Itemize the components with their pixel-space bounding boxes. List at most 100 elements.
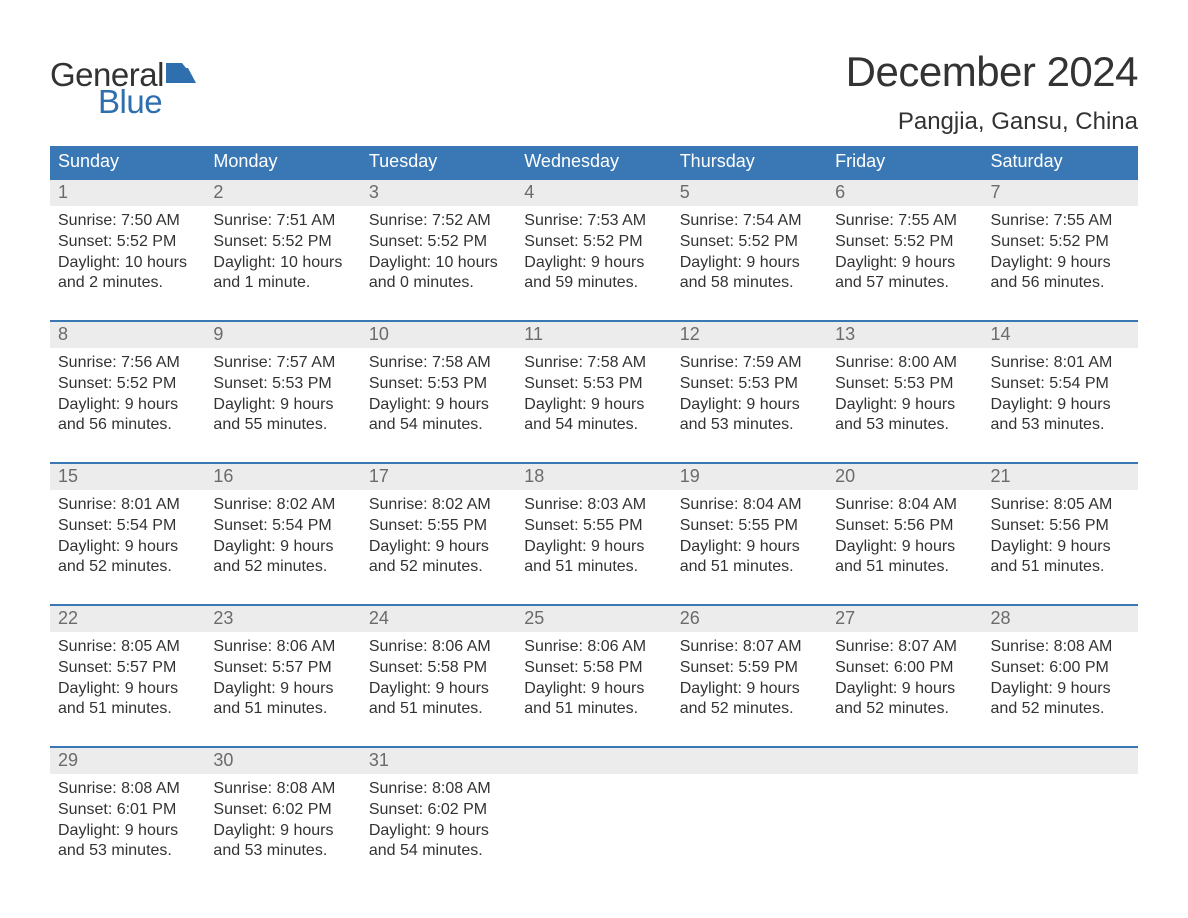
page-title: December 2024	[846, 48, 1138, 96]
sunset-text: Sunset: 5:53 PM	[524, 374, 663, 395]
calendar-cell: 27Sunrise: 8:07 AMSunset: 6:00 PMDayligh…	[827, 606, 982, 726]
day-number: 9	[205, 322, 360, 348]
flag-icon	[166, 63, 196, 87]
daylight-line1: Daylight: 9 hours	[680, 253, 819, 274]
brand-word2: Blue	[98, 85, 196, 118]
calendar-cell: 5Sunrise: 7:54 AMSunset: 5:52 PMDaylight…	[672, 180, 827, 300]
title-block: December 2024 Pangjia, Gansu, China	[846, 30, 1138, 136]
sunset-text: Sunset: 6:00 PM	[835, 658, 974, 679]
sunrise-text: Sunrise: 8:07 AM	[680, 637, 819, 658]
day-details: Sunrise: 7:58 AMSunset: 5:53 PMDaylight:…	[361, 348, 516, 440]
daylight-line2: and 52 minutes.	[991, 699, 1130, 720]
sunrise-text: Sunrise: 7:52 AM	[369, 211, 508, 232]
day-number: 30	[205, 748, 360, 774]
sunrise-text: Sunrise: 8:04 AM	[835, 495, 974, 516]
day-number: 13	[827, 322, 982, 348]
daylight-line1: Daylight: 9 hours	[58, 395, 197, 416]
sunset-text: Sunset: 5:52 PM	[58, 374, 197, 395]
dayhead-monday: Monday	[205, 146, 360, 178]
daylight-line2: and 53 minutes.	[213, 841, 352, 862]
calendar-week: 15Sunrise: 8:01 AMSunset: 5:54 PMDayligh…	[50, 462, 1138, 584]
daylight-line2: and 55 minutes.	[213, 415, 352, 436]
sunrise-text: Sunrise: 8:04 AM	[680, 495, 819, 516]
sunset-text: Sunset: 5:52 PM	[58, 232, 197, 253]
day-details: Sunrise: 8:02 AMSunset: 5:55 PMDaylight:…	[361, 490, 516, 582]
day-number: 15	[50, 464, 205, 490]
day-number: 27	[827, 606, 982, 632]
calendar-cell: 21Sunrise: 8:05 AMSunset: 5:56 PMDayligh…	[983, 464, 1138, 584]
daylight-line2: and 52 minutes.	[58, 557, 197, 578]
calendar-week: 29Sunrise: 8:08 AMSunset: 6:01 PMDayligh…	[50, 746, 1138, 868]
day-details: Sunrise: 8:03 AMSunset: 5:55 PMDaylight:…	[516, 490, 671, 582]
calendar-cell: 9Sunrise: 7:57 AMSunset: 5:53 PMDaylight…	[205, 322, 360, 442]
sunrise-text: Sunrise: 8:06 AM	[524, 637, 663, 658]
day-details: Sunrise: 8:07 AMSunset: 6:00 PMDaylight:…	[827, 632, 982, 724]
daylight-line2: and 2 minutes.	[58, 273, 197, 294]
calendar-week: 8Sunrise: 7:56 AMSunset: 5:52 PMDaylight…	[50, 320, 1138, 442]
daylight-line1: Daylight: 9 hours	[369, 821, 508, 842]
sunset-text: Sunset: 6:02 PM	[213, 800, 352, 821]
calendar-cell: 1Sunrise: 7:50 AMSunset: 5:52 PMDaylight…	[50, 180, 205, 300]
sunset-text: Sunset: 5:57 PM	[58, 658, 197, 679]
day-details: Sunrise: 8:05 AMSunset: 5:56 PMDaylight:…	[983, 490, 1138, 582]
day-number: 28	[983, 606, 1138, 632]
calendar-cell: 25Sunrise: 8:06 AMSunset: 5:58 PMDayligh…	[516, 606, 671, 726]
day-number: 8	[50, 322, 205, 348]
daylight-line2: and 53 minutes.	[680, 415, 819, 436]
calendar-cell: 19Sunrise: 8:04 AMSunset: 5:55 PMDayligh…	[672, 464, 827, 584]
calendar-cell: 8Sunrise: 7:56 AMSunset: 5:52 PMDaylight…	[50, 322, 205, 442]
sunrise-text: Sunrise: 7:55 AM	[835, 211, 974, 232]
daylight-line2: and 51 minutes.	[213, 699, 352, 720]
daylight-line2: and 53 minutes.	[991, 415, 1130, 436]
dayhead-saturday: Saturday	[983, 146, 1138, 178]
day-details: Sunrise: 8:06 AMSunset: 5:57 PMDaylight:…	[205, 632, 360, 724]
daylight-line1: Daylight: 9 hours	[835, 679, 974, 700]
day-details: Sunrise: 8:08 AMSunset: 6:02 PMDaylight:…	[205, 774, 360, 866]
daylight-line2: and 52 minutes.	[835, 699, 974, 720]
calendar-cell	[983, 748, 1138, 868]
sunset-text: Sunset: 5:55 PM	[680, 516, 819, 537]
weeks-container: 1Sunrise: 7:50 AMSunset: 5:52 PMDaylight…	[50, 178, 1138, 868]
day-number: 17	[361, 464, 516, 490]
day-details: Sunrise: 8:04 AMSunset: 5:56 PMDaylight:…	[827, 490, 982, 582]
daylight-line2: and 52 minutes.	[213, 557, 352, 578]
sunset-text: Sunset: 5:52 PM	[524, 232, 663, 253]
sunset-text: Sunset: 5:52 PM	[369, 232, 508, 253]
calendar-cell	[672, 748, 827, 868]
calendar-week: 22Sunrise: 8:05 AMSunset: 5:57 PMDayligh…	[50, 604, 1138, 726]
daylight-line1: Daylight: 9 hours	[58, 821, 197, 842]
day-details: Sunrise: 8:08 AMSunset: 6:01 PMDaylight:…	[50, 774, 205, 866]
sunrise-text: Sunrise: 7:50 AM	[58, 211, 197, 232]
day-number: 4	[516, 180, 671, 206]
daylight-line2: and 56 minutes.	[991, 273, 1130, 294]
day-number: 19	[672, 464, 827, 490]
daylight-line1: Daylight: 9 hours	[58, 679, 197, 700]
daylight-line2: and 53 minutes.	[58, 841, 197, 862]
sunset-text: Sunset: 5:53 PM	[369, 374, 508, 395]
calendar-cell: 3Sunrise: 7:52 AMSunset: 5:52 PMDaylight…	[361, 180, 516, 300]
calendar-cell: 2Sunrise: 7:51 AMSunset: 5:52 PMDaylight…	[205, 180, 360, 300]
daylight-line2: and 51 minutes.	[524, 699, 663, 720]
sunset-text: Sunset: 5:55 PM	[369, 516, 508, 537]
calendar-cell: 28Sunrise: 8:08 AMSunset: 6:00 PMDayligh…	[983, 606, 1138, 726]
day-number: 10	[361, 322, 516, 348]
daylight-line1: Daylight: 10 hours	[369, 253, 508, 274]
day-details: Sunrise: 8:02 AMSunset: 5:54 PMDaylight:…	[205, 490, 360, 582]
day-number: 26	[672, 606, 827, 632]
daylight-line2: and 51 minutes.	[991, 557, 1130, 578]
day-number: 11	[516, 322, 671, 348]
sunset-text: Sunset: 5:53 PM	[213, 374, 352, 395]
day-number: 24	[361, 606, 516, 632]
daylight-line1: Daylight: 9 hours	[369, 395, 508, 416]
sunrise-text: Sunrise: 7:58 AM	[524, 353, 663, 374]
sunset-text: Sunset: 5:52 PM	[835, 232, 974, 253]
sunrise-text: Sunrise: 8:08 AM	[991, 637, 1130, 658]
day-number: 7	[983, 180, 1138, 206]
sunset-text: Sunset: 5:53 PM	[680, 374, 819, 395]
day-details: Sunrise: 7:53 AMSunset: 5:52 PMDaylight:…	[516, 206, 671, 298]
day-number: 1	[50, 180, 205, 206]
calendar-cell: 18Sunrise: 8:03 AMSunset: 5:55 PMDayligh…	[516, 464, 671, 584]
day-number	[827, 748, 982, 774]
day-details: Sunrise: 8:06 AMSunset: 5:58 PMDaylight:…	[361, 632, 516, 724]
daylight-line1: Daylight: 9 hours	[835, 253, 974, 274]
